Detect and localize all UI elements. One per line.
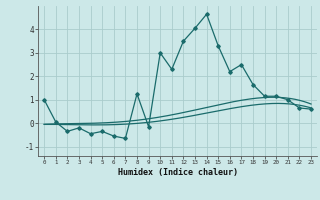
X-axis label: Humidex (Indice chaleur): Humidex (Indice chaleur) — [118, 168, 238, 177]
